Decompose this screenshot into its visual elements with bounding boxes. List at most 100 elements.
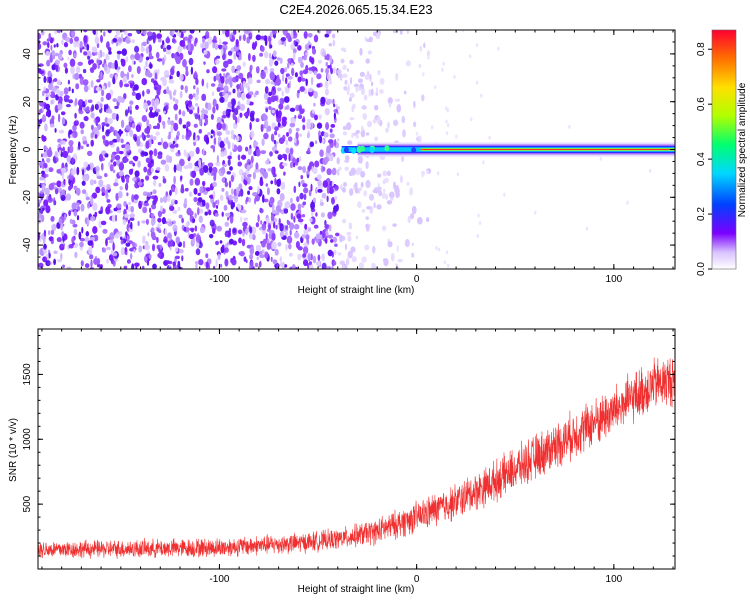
narrowband-blob	[351, 147, 357, 154]
spectrogram-cell	[142, 235, 146, 244]
spectrogram-cell	[453, 74, 456, 79]
spectrogram-cell	[60, 194, 66, 201]
spectrogram-cell	[43, 145, 48, 151]
spectrogram-cell	[92, 63, 97, 70]
spectrogram-cell	[233, 52, 237, 60]
spectrogram-cell	[126, 192, 129, 197]
spectrogram-cell	[285, 32, 291, 39]
spectrogram-cell	[179, 90, 183, 99]
spectrogram-cell	[311, 76, 314, 86]
spectrogram-cell	[313, 90, 318, 99]
spectrogram-cell	[171, 186, 175, 193]
spectrogram-cell	[110, 152, 116, 161]
spectrogram-cell	[136, 66, 141, 74]
spectrogram-cell	[318, 114, 322, 120]
spectrogram-cell	[294, 72, 298, 78]
spectrogram-cell	[209, 219, 215, 227]
y-tick-label: 40	[22, 48, 33, 60]
spectrogram-cell	[488, 135, 491, 140]
spectrogram-cell	[53, 44, 56, 48]
spectrogram-cell	[114, 154, 121, 161]
spectrogram-cell	[201, 199, 206, 207]
spectrogram-cell	[232, 88, 236, 94]
spectrogram-cell	[60, 222, 63, 231]
spectrogram-cell	[90, 259, 93, 268]
spectrogram-cell	[387, 241, 393, 248]
spectrogram-cell	[112, 112, 118, 120]
spectrogram-cell	[76, 187, 81, 196]
spectrogram-cell	[46, 157, 51, 163]
spectrogram-cell	[207, 132, 212, 136]
spectrogram-cell	[186, 126, 189, 133]
spectrogram-cell	[417, 217, 423, 225]
spectrogram-cell	[274, 248, 279, 256]
spectrogram-cell	[152, 189, 157, 195]
spectrogram-cell	[116, 203, 122, 209]
spectrogram-cell	[286, 235, 293, 244]
spectrogram-cell	[255, 222, 259, 228]
spectrogram-cell	[285, 77, 288, 85]
spectrogram-cell	[228, 194, 233, 201]
spectrogram-cell	[284, 106, 288, 110]
spectrogram-cell	[114, 74, 118, 81]
spectrogram-cell	[45, 260, 51, 267]
spectrogram-cell	[213, 265, 216, 269]
spectrogram-cell	[259, 254, 265, 258]
spectrogram-cell	[242, 230, 245, 237]
spectrogram-cell	[305, 64, 309, 72]
spectrogram-cell	[242, 221, 248, 228]
spectrogram-cell	[312, 167, 318, 175]
spectrogram-cell	[71, 236, 75, 244]
spectrogram-cell	[319, 135, 322, 144]
spectrogram-cell	[437, 247, 441, 252]
spectrogram-cell	[83, 30, 88, 33]
spectrogram-cell	[169, 239, 174, 247]
spectrogram-cell	[214, 43, 219, 50]
spectrogram-cell	[162, 195, 168, 203]
spectrogram-cell	[188, 93, 193, 100]
spectrogram-cell	[106, 41, 110, 49]
spectrogram-cell	[153, 195, 158, 203]
spectrogram-cell	[129, 100, 134, 105]
spectrogram-cell	[68, 145, 74, 154]
spectrogram-cell	[71, 30, 75, 38]
spectrogram-cell	[78, 231, 82, 240]
spectrogram-cell	[297, 89, 300, 94]
spectrogram-cell	[294, 232, 300, 239]
spectrogram-cell	[135, 105, 139, 110]
spectrogram-cell	[50, 215, 55, 222]
spectrogram-cell	[115, 192, 119, 201]
spectrogram-cell	[206, 82, 209, 89]
spectrogram-cell	[194, 37, 198, 44]
spectrogram-cell	[307, 148, 311, 154]
spectrogram-cell	[326, 186, 330, 194]
spectrogram-cell	[198, 259, 204, 266]
spectrogram-cell	[348, 222, 353, 230]
spectrogram-cell	[249, 65, 252, 74]
spectrogram-cell	[161, 57, 165, 66]
spectrogram-cell	[225, 109, 231, 117]
spectrogram-cell	[154, 86, 158, 90]
spectrogram-cell	[270, 256, 273, 262]
spectrogram-cell	[303, 229, 309, 235]
spectrogram-cell	[79, 241, 84, 248]
spectrogram-cell	[125, 132, 129, 137]
spectrogram-cell	[212, 98, 217, 108]
spectrogram-cell	[328, 43, 332, 47]
spectrogram-cell	[275, 109, 279, 117]
spectrogram-cell	[157, 217, 162, 223]
spectrogram-cell	[124, 144, 131, 151]
spectrogram-cell	[77, 61, 83, 66]
spectrogram-cell	[111, 62, 116, 69]
spectrogram-cell	[178, 214, 183, 219]
spectrogram-cell	[193, 196, 198, 203]
spectrogram-cell	[87, 202, 91, 209]
spectrogram-cell	[252, 171, 256, 180]
spectrogram-cell	[124, 109, 129, 117]
spectrogram-cell	[312, 255, 317, 264]
spectrogram-cell	[326, 73, 331, 81]
spectrogram-cell	[100, 71, 103, 80]
spectrogram-cell	[79, 77, 84, 85]
spectrogram-cell	[84, 99, 88, 106]
spectrogram-cell	[114, 178, 119, 183]
